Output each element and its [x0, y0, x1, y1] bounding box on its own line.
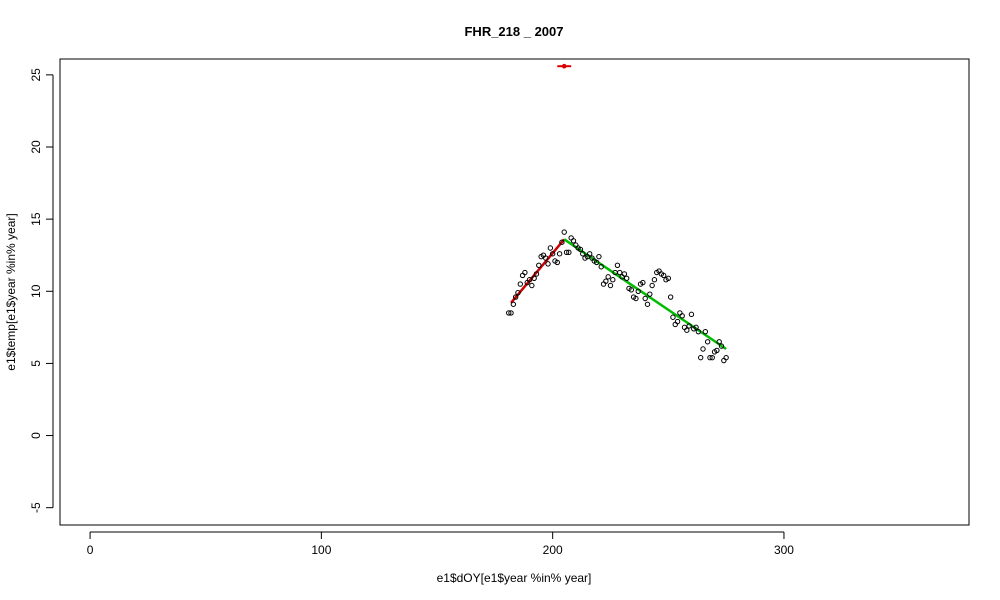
data-points	[506, 229, 729, 364]
data-point	[515, 290, 521, 296]
y-tick-label: 5	[29, 360, 43, 367]
data-point	[605, 274, 611, 280]
data-point	[723, 354, 729, 361]
data-point	[614, 262, 621, 269]
data-point	[718, 343, 725, 349]
data-point	[651, 277, 658, 283]
data-point	[607, 282, 614, 289]
falling-fit-line	[563, 238, 727, 351]
data-point	[642, 295, 648, 302]
data-point	[700, 346, 706, 352]
data-point	[563, 249, 570, 256]
chart-title: FHR_218 _ 2007	[464, 24, 563, 39]
data-point	[512, 294, 519, 300]
data-point	[697, 354, 704, 361]
y-tick-label: 25	[29, 68, 43, 82]
x-tick-label: 0	[87, 543, 94, 557]
data-point	[598, 264, 604, 270]
data-point	[702, 328, 709, 335]
data-point	[508, 310, 514, 316]
data-point	[667, 294, 674, 300]
data-point	[693, 324, 699, 331]
x-tick-label: 300	[774, 543, 794, 557]
data-point	[517, 281, 523, 287]
data-point	[547, 245, 554, 251]
x-tick-label: 200	[543, 543, 563, 557]
data-point	[707, 354, 713, 361]
data-point	[686, 323, 692, 329]
data-point	[684, 327, 690, 333]
data-point	[577, 246, 584, 253]
data-point	[533, 271, 540, 277]
data-point	[536, 262, 542, 269]
data-point	[561, 229, 567, 235]
data-point	[633, 295, 639, 302]
data-point	[603, 278, 609, 284]
axes: 0 100 200 300 -5 0 5 10 15 20 25	[29, 68, 794, 557]
data-point	[566, 249, 572, 256]
peak-marker-point	[561, 63, 567, 69]
y-tick-label: 0	[29, 432, 43, 439]
data-point	[510, 301, 517, 307]
data-point	[586, 251, 593, 257]
x-axis-label: e1$dOY[e1$year %in% year]	[437, 571, 592, 585]
y-tick-label: 15	[29, 212, 43, 226]
data-point	[580, 251, 586, 257]
y-tick-label: 10	[29, 284, 43, 298]
data-point	[688, 311, 695, 318]
data-point	[647, 291, 653, 297]
data-point	[670, 314, 676, 320]
data-point	[716, 339, 722, 345]
data-point	[640, 279, 646, 286]
data-point	[635, 288, 641, 294]
data-point	[596, 253, 602, 260]
data-point	[621, 271, 628, 277]
data-point	[610, 277, 616, 283]
data-point	[570, 238, 577, 244]
data-point	[665, 275, 672, 281]
data-point	[549, 251, 556, 257]
data-point	[522, 269, 528, 276]
data-point	[695, 328, 702, 335]
data-point	[709, 354, 715, 361]
data-point	[644, 301, 651, 307]
y-tick-label: -5	[29, 502, 43, 513]
data-point	[628, 287, 635, 293]
data-point	[529, 282, 535, 289]
peak-marker	[557, 63, 572, 69]
data-point	[559, 239, 565, 245]
data-point	[623, 275, 630, 281]
data-point	[617, 269, 623, 276]
data-point	[506, 310, 512, 316]
y-axis-label: e1$temp[e1$year %in% year]	[4, 213, 18, 370]
data-point	[593, 259, 600, 266]
data-point	[704, 339, 711, 345]
data-point	[554, 259, 560, 266]
data-point	[543, 255, 549, 261]
data-point	[660, 272, 667, 279]
data-point	[714, 347, 720, 354]
plot-frame	[59, 58, 970, 526]
data-point	[556, 251, 563, 257]
y-tick-label: 20	[29, 140, 43, 154]
data-point	[545, 261, 551, 267]
data-point	[674, 318, 681, 325]
data-point	[526, 277, 533, 283]
data-point	[649, 282, 655, 289]
data-point	[531, 275, 537, 281]
data-point	[679, 313, 685, 319]
x-tick-label: 100	[311, 543, 331, 557]
